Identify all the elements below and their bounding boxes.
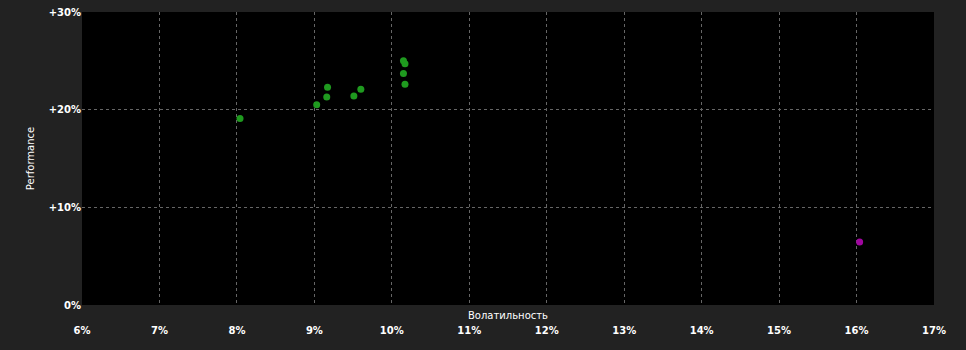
- svg-text:10%: 10%: [380, 325, 404, 336]
- svg-text:0%: 0%: [64, 300, 81, 311]
- svg-text:+20%: +20%: [49, 104, 81, 115]
- svg-text:16%: 16%: [845, 325, 869, 336]
- svg-text:11%: 11%: [457, 325, 481, 336]
- svg-text:9%: 9%: [306, 325, 323, 336]
- svg-text:15%: 15%: [767, 325, 791, 336]
- svg-text:6%: 6%: [74, 325, 91, 336]
- svg-text:14%: 14%: [690, 325, 714, 336]
- svg-text:7%: 7%: [151, 325, 168, 336]
- svg-text:17%: 17%: [922, 325, 946, 336]
- svg-text:Performance: Performance: [25, 127, 36, 190]
- svg-text:13%: 13%: [612, 325, 636, 336]
- svg-text:8%: 8%: [228, 325, 245, 336]
- svg-text:Волатильность: Волатильность: [468, 310, 548, 321]
- svg-text:+30%: +30%: [49, 7, 81, 18]
- svg-text:+10%: +10%: [49, 202, 81, 213]
- svg-text:12%: 12%: [535, 325, 559, 336]
